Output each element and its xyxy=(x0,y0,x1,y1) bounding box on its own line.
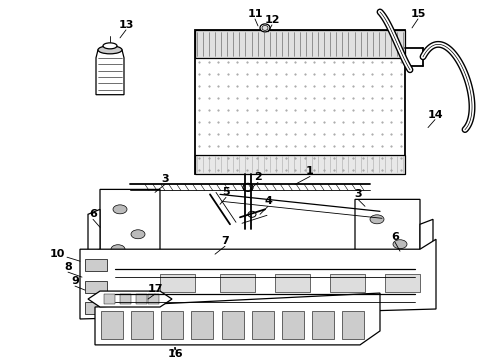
Ellipse shape xyxy=(111,245,125,254)
Bar xyxy=(101,311,123,339)
Polygon shape xyxy=(95,293,380,345)
Bar xyxy=(195,154,405,175)
Text: 3: 3 xyxy=(354,189,362,199)
Bar xyxy=(131,311,153,339)
Bar xyxy=(192,311,213,339)
Bar xyxy=(85,281,107,293)
Ellipse shape xyxy=(396,275,410,284)
Bar xyxy=(312,311,334,339)
Bar xyxy=(148,294,159,304)
Text: 2: 2 xyxy=(254,172,262,183)
Bar xyxy=(275,274,310,292)
Ellipse shape xyxy=(243,183,253,192)
Text: 11: 11 xyxy=(247,9,263,19)
Bar xyxy=(195,30,405,58)
Text: 13: 13 xyxy=(118,20,134,30)
Text: 6: 6 xyxy=(391,232,399,242)
Ellipse shape xyxy=(260,24,270,32)
Bar xyxy=(195,30,405,175)
Text: 9: 9 xyxy=(71,276,79,286)
Text: 6: 6 xyxy=(89,209,97,219)
Polygon shape xyxy=(100,189,160,284)
Text: 7: 7 xyxy=(221,236,229,246)
Polygon shape xyxy=(88,291,172,307)
Text: 16: 16 xyxy=(167,349,183,359)
Text: 4: 4 xyxy=(264,196,272,206)
Polygon shape xyxy=(355,199,420,294)
Bar xyxy=(160,274,195,292)
Ellipse shape xyxy=(133,257,147,266)
Text: 12: 12 xyxy=(264,15,280,25)
Bar xyxy=(330,274,365,292)
Bar xyxy=(252,311,273,339)
Ellipse shape xyxy=(262,26,268,30)
Text: 1: 1 xyxy=(306,166,314,176)
Text: 15: 15 xyxy=(410,9,426,19)
Bar xyxy=(342,311,364,339)
Bar xyxy=(385,274,420,292)
Ellipse shape xyxy=(370,215,384,224)
Text: 5: 5 xyxy=(222,188,230,197)
Ellipse shape xyxy=(248,211,256,217)
Bar xyxy=(85,259,107,271)
Text: 17: 17 xyxy=(147,284,163,294)
Polygon shape xyxy=(80,239,436,319)
Bar xyxy=(282,311,304,339)
Text: 14: 14 xyxy=(427,110,443,120)
Polygon shape xyxy=(88,209,100,254)
Bar xyxy=(161,311,183,339)
Polygon shape xyxy=(96,50,124,95)
Bar xyxy=(136,294,147,304)
Bar xyxy=(85,302,107,314)
Bar xyxy=(221,311,244,339)
Ellipse shape xyxy=(103,43,117,49)
Text: 10: 10 xyxy=(49,249,65,259)
Ellipse shape xyxy=(131,230,145,239)
Bar xyxy=(220,274,255,292)
Bar xyxy=(120,294,131,304)
Ellipse shape xyxy=(113,205,127,214)
Ellipse shape xyxy=(393,240,407,249)
Text: 8: 8 xyxy=(64,262,72,272)
Ellipse shape xyxy=(98,46,122,54)
Bar xyxy=(104,294,115,304)
Ellipse shape xyxy=(373,260,387,269)
Text: 3: 3 xyxy=(161,175,169,184)
Polygon shape xyxy=(420,219,433,264)
